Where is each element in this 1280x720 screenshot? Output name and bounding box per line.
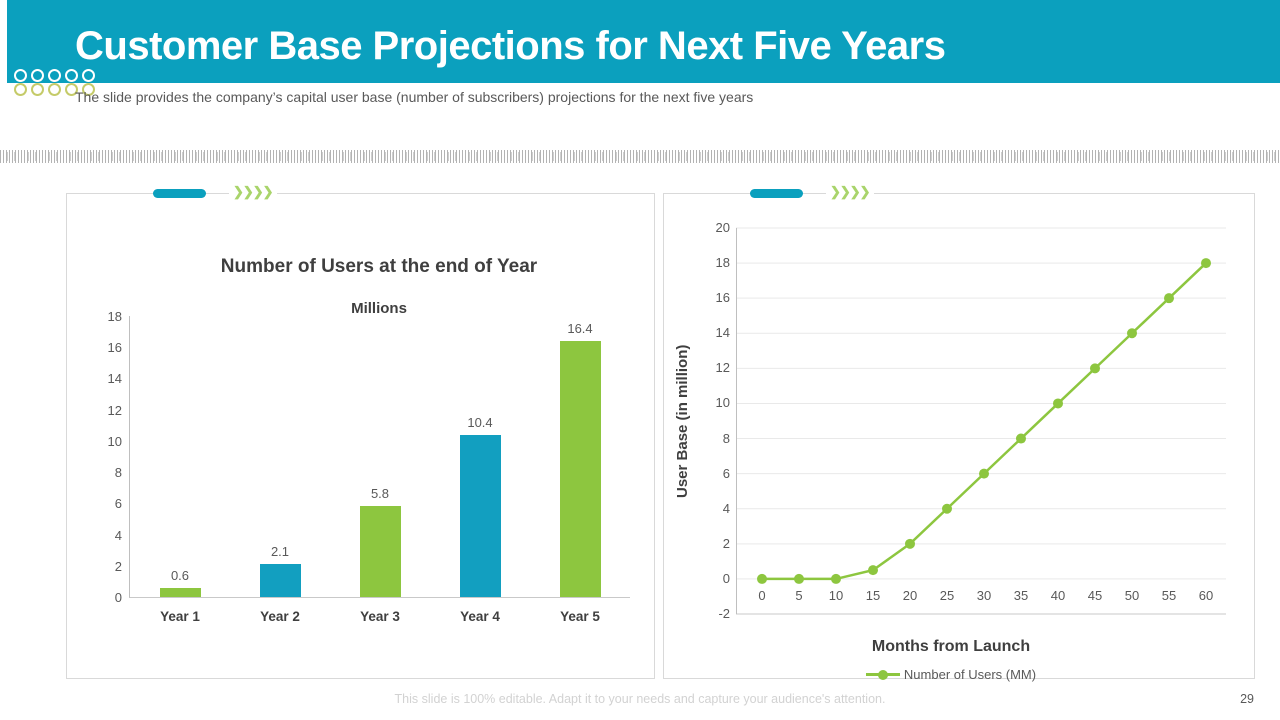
bar-y-tick-label: 16 [107,340,122,356]
line-x-tick-label: 15 [865,587,881,603]
bar-y-tick-label: 2 [114,558,122,574]
page-title: Customer Base Projections for Next Five … [75,24,946,68]
bar-y-tick-label: 10 [107,433,122,449]
bar-y-tick-label: 14 [107,371,122,387]
line-chart-y-axis-label: User Base (in million) [674,344,691,498]
line-chart-panel: ❯❯❯❯ User Base (in million) -2 0 2 4 6 8 10 12 1… [663,184,1255,682]
line-y-tick-label: 14 [715,325,730,341]
bar-category-label: Year 5 [560,609,600,624]
circle-dot-icon [14,83,27,96]
line-chart-plot-area: -2 0 2 4 6 8 10 12 14 16 18 20 0 5 10 15 20 25 30 35 40 45 50 5… [716,220,1226,621]
bar-chart-plot-area: 0 2 4 6 8 10 12 14 16 18 0.6 Year 1 2.1 Year 2 5.8 Year… [108,309,630,624]
chevron-right-icon: ❯❯❯❯ [826,184,874,200]
circle-dot-icon [14,69,27,82]
bar-category-label: Year 4 [460,609,500,624]
line-y-tick-label: 18 [715,255,730,271]
line-y-tick-label: 10 [715,395,730,411]
circle-dot-icon [31,69,44,82]
line-y-tick-label: 2 [722,535,730,551]
bar-year-2 [259,564,301,597]
line-y-tick-label: 0 [722,570,730,586]
decorative-circles-row-1 [14,69,95,82]
bar-y-tick-label: 8 [114,465,122,481]
line-y-tick-label: 6 [722,465,730,481]
bar-value-label: 5.8 [370,486,390,502]
bar-y-tick-label: 18 [107,309,122,324]
circle-dot-icon [31,83,44,96]
circle-dot-icon [65,83,78,96]
legend-series-label: Number of Users (MM) [903,667,1037,682]
bar-chart-title: Number of Users at the end of Year [220,256,538,277]
bar-y-tick-label: 6 [114,496,122,512]
line-y-tick-label: 8 [722,430,730,446]
line-x-tick-label: 20 [902,587,918,603]
line-x-tick-label: 10 [828,587,844,603]
chevron-right-icon: ❯❯❯❯ [229,184,277,200]
line-x-tick-label: 25 [939,587,955,603]
bar-y-tick-label: 12 [107,402,122,418]
bar-value-label: 2.1 [270,544,290,560]
circle-dot-icon [65,69,78,82]
circle-dot-icon [48,83,61,96]
teal-pill-decoration [750,189,803,198]
decorative-circles-row-2 [14,83,95,96]
line-x-tick-label: 55 [1161,587,1177,603]
line-y-tick-label: 16 [715,290,730,306]
line-x-tick-label: 45 [1087,587,1103,603]
line-chart-svg [736,227,1226,615]
line-x-tick-label: 30 [976,587,992,603]
page-number: 29 [1240,692,1254,706]
teal-pill-decoration [153,189,206,198]
line-x-tick-label: 5 [795,587,803,603]
bar-year-3 [359,506,401,597]
bar-value-label: 10.4 [467,414,493,430]
bar-category-label: Year 3 [360,609,400,624]
line-chart-legend: Number of Users (MM) [706,667,1196,682]
legend-line-marker-icon [865,669,900,680]
bar-category-label: Year 1 [160,609,200,624]
line-x-tick-label: 0 [758,587,766,603]
slide-subtitle: The slide provides the company’s capital… [75,89,754,105]
bar-year-5 [559,340,601,597]
line-x-tick-label: 60 [1198,587,1214,603]
bar-chart-panel: ❯❯❯❯ Number of Users at the end of Year … [66,184,655,679]
line-x-tick-label: 50 [1124,587,1140,603]
line-chart-x-axis-label: Months from Launch [871,638,1031,655]
bar-category-label: Year 2 [260,609,300,624]
header-band [7,0,1280,83]
circle-dot-icon [82,83,95,96]
bar-year-4 [459,434,501,597]
line-y-tick-label: 20 [715,220,730,235]
circle-dot-icon [82,69,95,82]
line-x-tick-label: 35 [1013,587,1029,603]
circle-dot-icon [48,69,61,82]
bar-y-tick-label: 4 [114,527,122,543]
line-y-tick-label: 4 [722,500,730,516]
bar-chart-units-label: Millions [351,300,407,317]
footer-note: This slide is 100% editable. Adapt it to… [394,692,886,706]
bar-y-tick-label: 0 [114,590,122,605]
bar-value-label: 16.4 [567,320,593,336]
line-x-tick-label: 40 [1050,587,1066,603]
tick-divider [0,150,1280,163]
line-y-tick-label: -2 [718,606,730,621]
line-y-tick-label: 12 [715,360,730,376]
bar-value-label: 0.6 [170,567,190,583]
bar-year-1 [159,587,201,597]
